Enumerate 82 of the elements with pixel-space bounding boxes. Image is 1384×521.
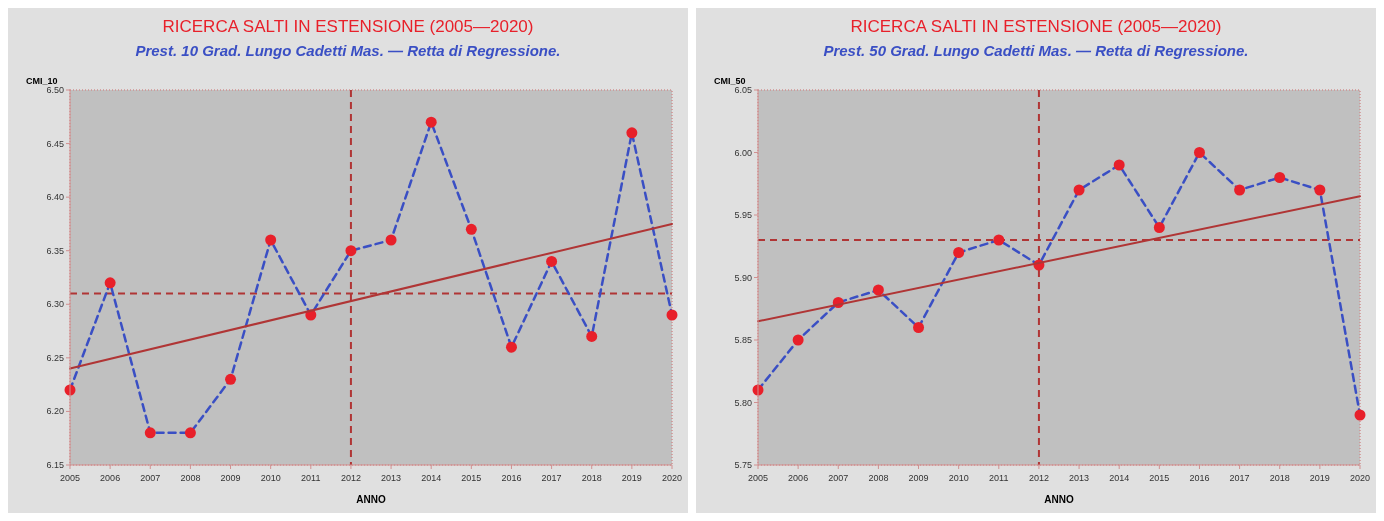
x-tick-label: 2012 [340, 473, 361, 483]
x-tick-label: 2005 [747, 473, 769, 483]
point [953, 247, 965, 258]
y-tick-label: 6.25 [46, 352, 64, 363]
x-tick-label: 2019 [621, 473, 642, 483]
point [666, 309, 678, 321]
x-tick-label: 2016 [501, 473, 522, 483]
x-tick-label: 2005 [59, 473, 81, 483]
x-tick-label: 2011 [989, 473, 1009, 483]
x-tick-label: 2020 [1349, 473, 1371, 483]
point [1354, 409, 1366, 421]
x-tick-label: 2006 [100, 473, 121, 483]
x-tick-label: 2018 [1269, 473, 1290, 483]
point [265, 234, 277, 246]
chart-title: RICERCA SALTI IN ESTENSIONE (2005—2020) [850, 17, 1222, 36]
x-tick-label: 2020 [661, 473, 683, 483]
y-tick-label: 6.05 [734, 85, 752, 95]
y-tick-label: 6.35 [46, 245, 64, 256]
point [1193, 147, 1205, 158]
y-tick-label: 6.15 [46, 460, 64, 470]
x-tick-label: 2012 [1028, 473, 1049, 483]
x-tick-label: 2009 [908, 473, 929, 483]
y-axis-title: CMI_50 [714, 76, 746, 86]
y-tick-label: 6.00 [734, 147, 752, 158]
point [1153, 222, 1165, 233]
y-tick-label: 6.30 [46, 299, 64, 310]
point [385, 234, 397, 246]
point [184, 427, 196, 439]
y-tick-label: 6.40 [46, 192, 64, 203]
x-tick-label: 2014 [1109, 473, 1130, 483]
point [993, 234, 1005, 246]
x-tick-label: 2017 [541, 473, 562, 483]
x-tick-label: 2011 [301, 473, 321, 483]
y-tick-label: 5.95 [734, 210, 752, 220]
point [1314, 184, 1326, 196]
x-tick-label: 2018 [581, 473, 602, 483]
point [1113, 159, 1125, 171]
point [913, 322, 925, 333]
x-tick-label: 2007 [140, 473, 161, 483]
x-axis-title: ANNO [356, 494, 386, 505]
point [225, 373, 237, 385]
x-tick-label: 2006 [788, 473, 809, 483]
x-tick-label: 2008 [180, 473, 201, 483]
point [505, 341, 517, 353]
chart-title: RICERCA SALTI IN ESTENSIONE (2005—2020) [162, 17, 534, 36]
point [792, 334, 804, 346]
x-axis-title: ANNO [1044, 494, 1074, 505]
y-axis-title: CMI_10 [26, 76, 58, 86]
y-tick-label: 5.75 [734, 460, 752, 470]
point [425, 116, 437, 128]
x-tick-label: 2010 [948, 473, 969, 483]
y-tick-label: 6.20 [46, 406, 64, 417]
point [104, 277, 116, 289]
point [1234, 184, 1246, 196]
y-tick-label: 5.90 [734, 272, 752, 283]
x-tick-label: 2015 [461, 473, 482, 483]
x-tick-label: 2013 [381, 473, 402, 483]
x-tick-label: 2008 [868, 473, 889, 483]
y-tick-label: 5.80 [734, 397, 752, 408]
y-tick-label: 6.45 [46, 138, 64, 149]
x-tick-label: 2019 [1309, 473, 1330, 483]
point [872, 284, 884, 296]
x-tick-label: 2010 [260, 473, 281, 483]
x-tick-label: 2017 [1229, 473, 1250, 483]
x-tick-label: 2014 [421, 473, 442, 483]
y-tick-label: 6.50 [46, 85, 64, 95]
x-tick-label: 2016 [1189, 473, 1210, 483]
x-tick-label: 2015 [1149, 473, 1170, 483]
point [546, 255, 558, 267]
chart-subtitle: Prest. 50 Grad. Lungo Cadetti Mas. — Retta di Regressione. [823, 42, 1249, 59]
y-tick-label: 5.85 [734, 335, 752, 345]
point [345, 245, 357, 257]
x-tick-label: 2009 [220, 473, 241, 483]
point [144, 427, 156, 439]
chart-subtitle: Prest. 10 Grad. Lungo Cadetti Mas. — Retta di Regressione. [135, 42, 561, 59]
point [1274, 172, 1286, 183]
point [586, 330, 598, 342]
point [465, 223, 477, 235]
x-tick-label: 2007 [828, 473, 849, 483]
x-tick-label: 2013 [1069, 473, 1090, 483]
point [626, 127, 638, 139]
point [1073, 184, 1085, 196]
